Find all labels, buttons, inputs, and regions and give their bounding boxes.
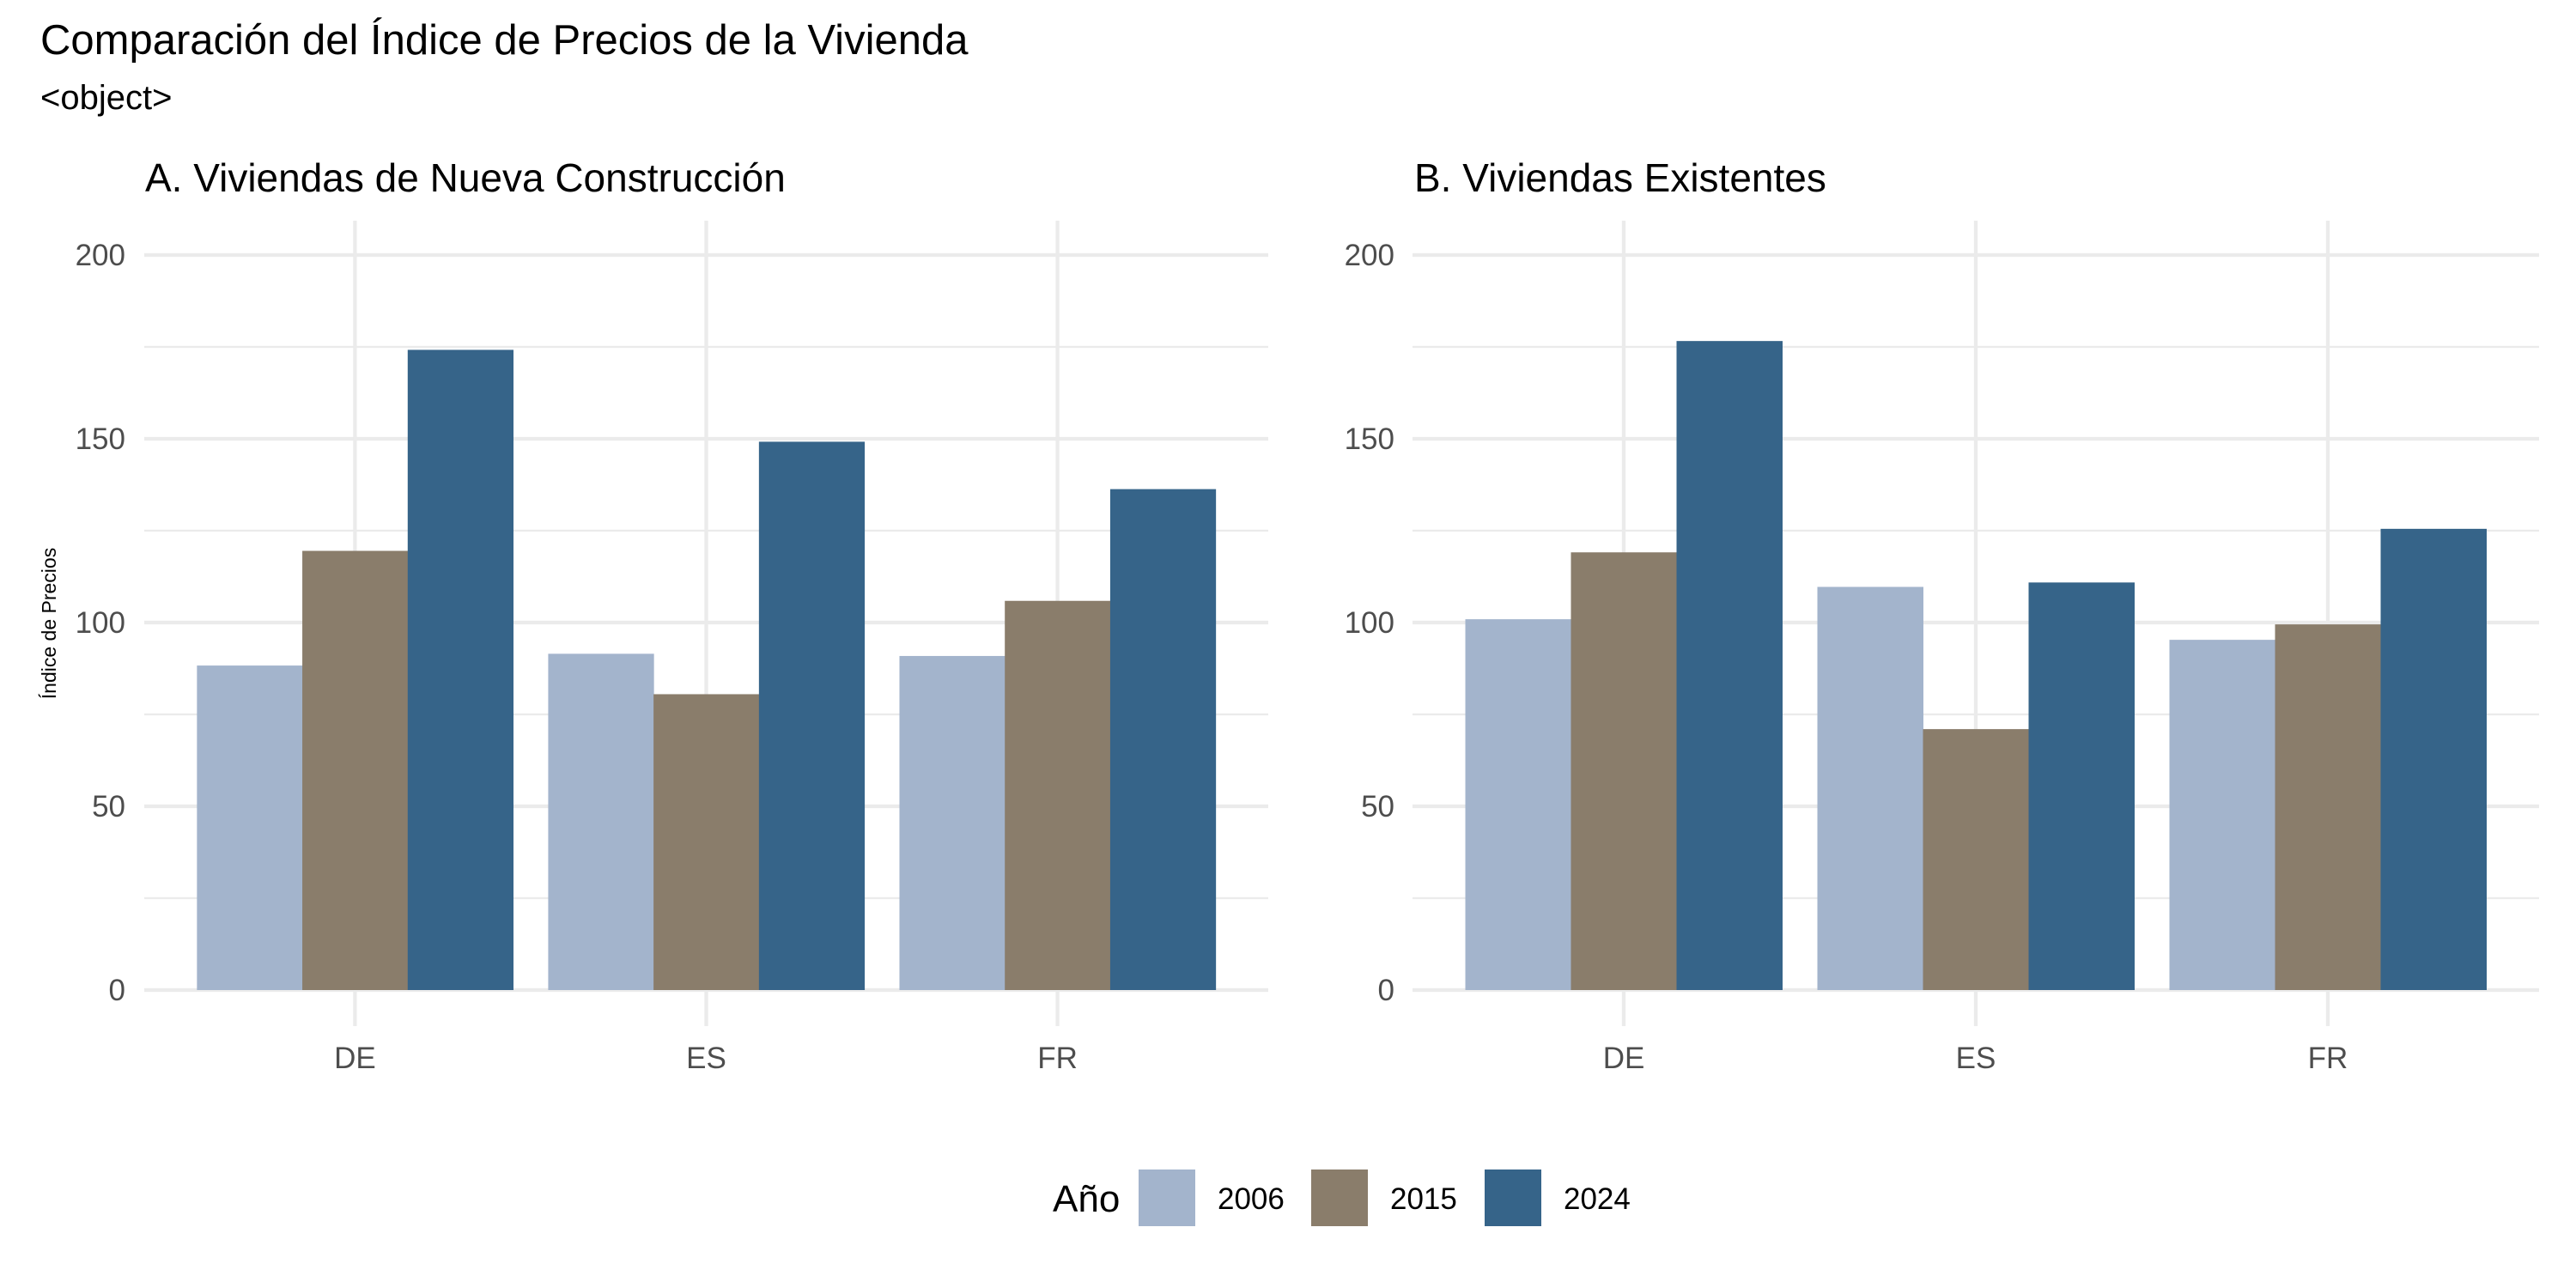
bar-de-2024	[407, 349, 514, 990]
bars	[1465, 341, 2487, 991]
legend-item-2015: 2015	[1311, 1170, 1457, 1226]
bar-fr-2024	[1109, 489, 1217, 990]
panel-new-construction: A. Viviendas de Nueva Construcción 0 50 10…	[76, 155, 1268, 1075]
bar-fr-2024	[2380, 528, 2487, 990]
legend-swatch	[1139, 1170, 1195, 1226]
legend-label: 2006	[1218, 1182, 1285, 1216]
bar-es-2024	[2028, 582, 2135, 990]
x-tick-label: DE	[1603, 1042, 1645, 1075]
y-tick-label: 200	[1345, 239, 1394, 272]
y-tick-label: 150	[76, 422, 125, 456]
legend-label: 2024	[1564, 1182, 1631, 1216]
chart-subtitle: <object>	[40, 79, 172, 117]
panel-title: A. Viviendas de Nueva Construcción	[145, 155, 786, 200]
bar-de-2024	[1676, 341, 1783, 991]
x-tick-label: FR	[2308, 1042, 2348, 1075]
legend-swatch	[1485, 1170, 1541, 1226]
x-tick-labels: DE ES FR	[1603, 1042, 2348, 1075]
y-tick-labels: 0 50 100 150 200	[1345, 239, 1394, 1007]
bar-es-2024	[758, 441, 866, 990]
y-tick-labels: 0 50 100 150 200	[76, 239, 125, 1007]
y-axis-label: Índice de Precios	[38, 548, 60, 699]
panel-existing: B. Viviendas Existentes 0 50 100 150 200 DE E…	[1345, 155, 2539, 1075]
bar-es-2015	[653, 694, 760, 990]
bar-es-2006	[1817, 586, 1923, 990]
y-tick-label: 0	[1378, 974, 1394, 1007]
bars	[197, 349, 1217, 990]
bar-es-2006	[548, 653, 654, 990]
y-tick-label: 150	[1345, 422, 1394, 456]
bar-de-2015	[1571, 552, 1677, 990]
x-tick-label: ES	[1956, 1042, 1996, 1075]
bar-de-2006	[197, 665, 303, 990]
legend-item-2006: 2006	[1139, 1170, 1285, 1226]
x-tick-label: DE	[334, 1042, 376, 1075]
y-tick-label: 50	[1361, 790, 1394, 823]
x-tick-labels: DE ES FR	[334, 1042, 1078, 1075]
chart-title: Comparación del Índice de Precios de la …	[40, 17, 969, 64]
y-tick-label: 50	[92, 790, 125, 823]
bar-fr-2006	[2169, 640, 2275, 990]
legend: Año 2006 2015 2024	[1053, 1170, 1631, 1226]
bar-fr-2015	[1005, 600, 1111, 990]
bar-fr-2006	[899, 655, 1005, 990]
x-tick-label: ES	[686, 1042, 726, 1075]
y-tick-label: 100	[76, 606, 125, 640]
legend-item-2024: 2024	[1485, 1170, 1631, 1226]
legend-label: 2015	[1390, 1182, 1457, 1216]
bar-fr-2015	[2275, 624, 2381, 990]
legend-title: Año	[1053, 1178, 1120, 1220]
bar-es-2015	[1923, 729, 2029, 990]
y-tick-label: 0	[109, 974, 125, 1007]
legend-swatch	[1311, 1170, 1368, 1226]
panel-title: B. Viviendas Existentes	[1414, 155, 1826, 200]
bar-de-2006	[1465, 619, 1571, 990]
y-tick-label: 200	[76, 239, 125, 272]
x-tick-label: FR	[1037, 1042, 1078, 1075]
y-tick-label: 100	[1345, 606, 1394, 640]
bar-de-2015	[302, 550, 409, 990]
